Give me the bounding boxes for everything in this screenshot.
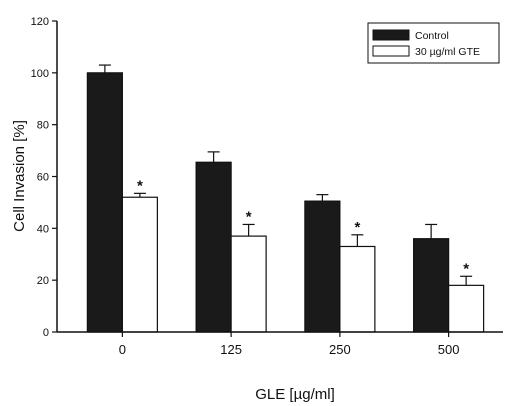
bar-control-500 <box>413 238 450 333</box>
x-tick-label: 250 <box>329 342 351 357</box>
y-tick-label: 20 <box>37 275 49 287</box>
y-axis-title: Cell Invasion [%] <box>11 120 28 232</box>
bar-30-g-ml-gte-500 <box>448 284 485 333</box>
legend-label-gte: 30 µg/ml GTE <box>415 46 480 58</box>
y-tick-label: 100 <box>31 68 49 80</box>
significance-marker: * <box>246 208 252 225</box>
y-axis-ticks: 0 20 40 60 80 100 120 <box>31 16 57 339</box>
legend-swatch-gte <box>372 45 410 57</box>
x-tick-label: 500 <box>438 342 460 357</box>
y-tick-label: 40 <box>37 223 49 235</box>
x-axis-ticks: 0 125 250 500 <box>119 332 460 357</box>
significance-marker: * <box>137 177 143 194</box>
legend-swatch-control <box>372 29 410 41</box>
y-tick-label: 80 <box>37 120 49 132</box>
bar-30-g-ml-gte-0 <box>121 196 158 333</box>
plot-area: * * * * <box>86 64 485 333</box>
y-tick-label: 120 <box>31 16 49 28</box>
bar-30-g-ml-gte-250 <box>339 245 376 333</box>
y-tick-label: 0 <box>43 327 49 339</box>
significance-marker: * <box>463 260 469 277</box>
x-axis-title: GLE [µg/ml] <box>255 386 335 403</box>
bar-control-0 <box>86 72 123 333</box>
legend: Control 30 µg/ml GTE <box>367 22 500 64</box>
bar-control-125 <box>195 161 232 333</box>
x-tick-label: 0 <box>119 342 126 357</box>
bar-control-250 <box>304 200 341 333</box>
x-tick-label: 125 <box>220 342 242 357</box>
y-tick-label: 60 <box>37 172 49 184</box>
bar-30-g-ml-gte-125 <box>230 235 267 333</box>
significance-marker: * <box>354 219 360 236</box>
legend-label-control: Control <box>415 30 449 42</box>
